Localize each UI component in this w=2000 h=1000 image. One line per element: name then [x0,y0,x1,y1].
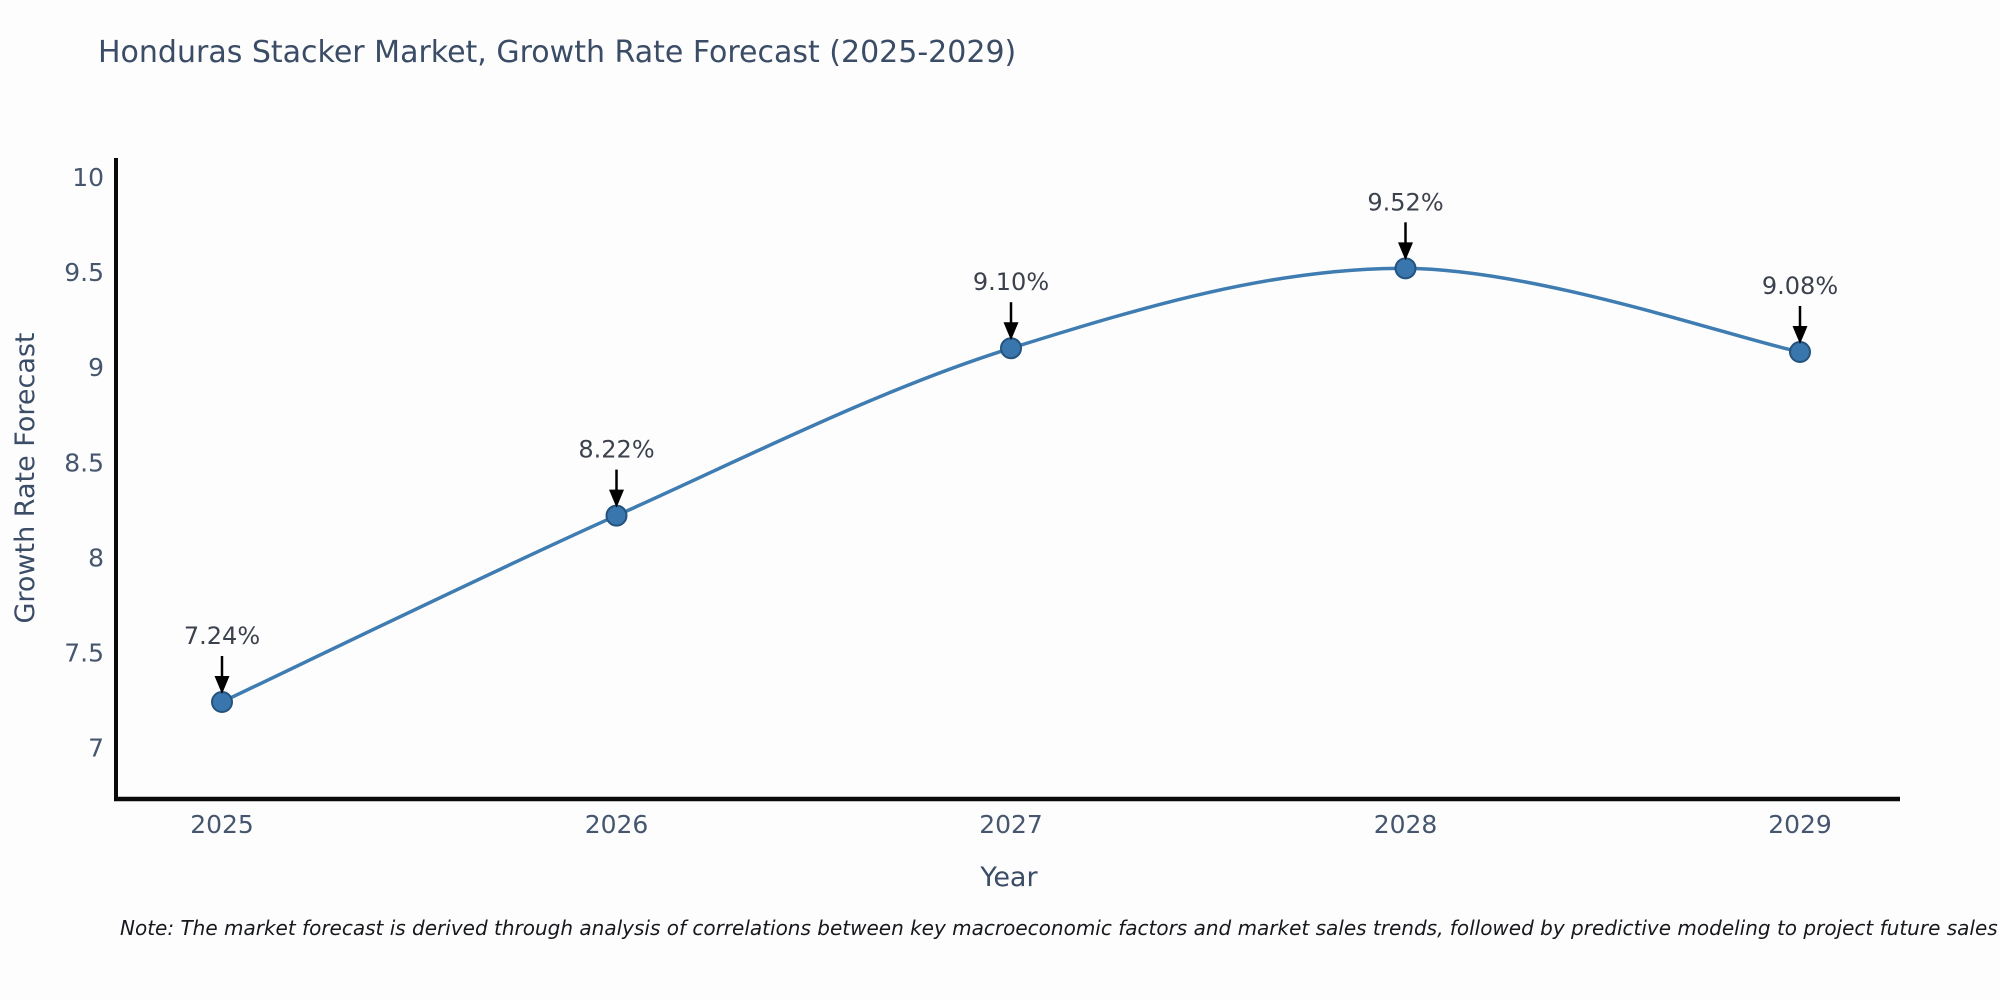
data-point-marker [605,504,628,527]
footnote: Note: The market forecast is derived thr… [120,916,1998,940]
annotation-arrow-head [1398,242,1413,261]
plot-area: 7 7.5 8 8.5 9 9.5 10 2025 2026 2027 2028 2029 7.24% 8… [64,158,1900,839]
y-tick-label: 7 [88,734,104,763]
chart-title: Honduras Stacker Market, Growth Rate For… [98,35,1017,70]
y-tick-label: 7.5 [64,639,104,668]
annotation-arrow-head [1792,326,1808,345]
data-point-label: 7.24% [184,622,260,650]
data-point-label: 8.22% [578,436,654,464]
x-tick-label: 2028 [1374,810,1438,839]
x-tick-label: 2026 [585,810,649,839]
y-tick-label: 8 [88,543,104,572]
data-point-marker [1394,257,1417,280]
y-tick-label: 9 [88,353,104,382]
y-axis-title: Growth Rate Forecast [10,332,41,623]
y-tick-label: 8.5 [64,448,104,477]
annotation-arrow-head [214,675,230,694]
data-point-marker [211,690,233,713]
x-tick-label: 2029 [1768,810,1832,839]
data-point-label: 9.10% [973,268,1049,296]
x-tick-label: 2027 [979,810,1043,839]
annotation-arrow-head [1003,322,1019,341]
data-point-label: 9.52% [1367,188,1443,216]
y-tick-label: 9.5 [64,258,104,287]
annotation-arrow-head [609,489,624,508]
x-tick-label: 2025 [190,810,254,839]
x-axis-title: Year [979,862,1038,893]
y-tick-label: 10 [72,163,104,192]
data-point-label: 9.08% [1762,272,1838,300]
data-point-marker [1000,337,1022,360]
data-point-marker [1789,341,1811,364]
